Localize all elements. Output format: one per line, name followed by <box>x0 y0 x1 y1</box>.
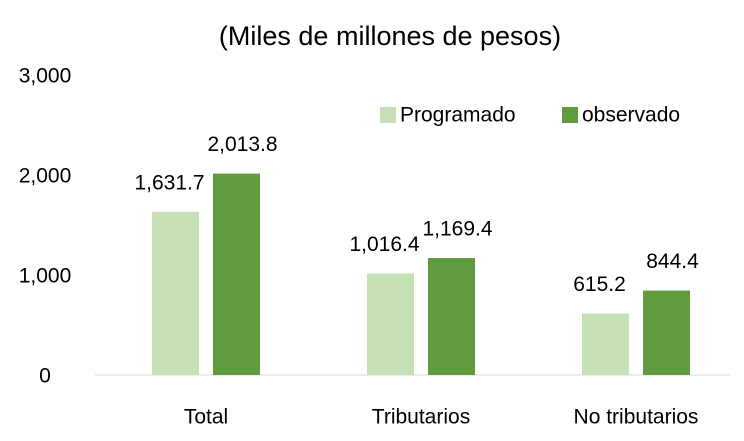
bar <box>643 290 690 375</box>
y-tick-label: 2,000 <box>19 165 72 188</box>
legend-label: observado <box>582 104 680 127</box>
chart-title: (Miles de millones de pesos) <box>219 21 561 51</box>
data-label: 2,013.8 <box>207 133 277 156</box>
data-label: 1,169.4 <box>422 218 492 241</box>
data-label: 1,016.4 <box>349 233 419 256</box>
x-tick-label: Tributarios <box>372 406 470 429</box>
bar <box>152 211 199 375</box>
data-label: 844.4 <box>646 250 699 273</box>
y-tick-label: 3,000 <box>19 65 72 88</box>
y-tick-label: 1,000 <box>19 265 72 288</box>
x-tick-label: No tributarios <box>574 406 699 429</box>
legend-swatch <box>380 107 396 123</box>
legend-label: Programado <box>400 104 516 127</box>
data-label: 1,631.7 <box>134 171 204 194</box>
bar <box>582 313 629 375</box>
data-label: 615.2 <box>573 273 626 296</box>
bar <box>428 258 475 375</box>
legend-swatch <box>562 107 578 123</box>
x-tick-label: Total <box>184 406 228 429</box>
bar <box>213 173 260 375</box>
y-tick-label: 0 <box>39 365 51 388</box>
bar <box>367 273 414 375</box>
